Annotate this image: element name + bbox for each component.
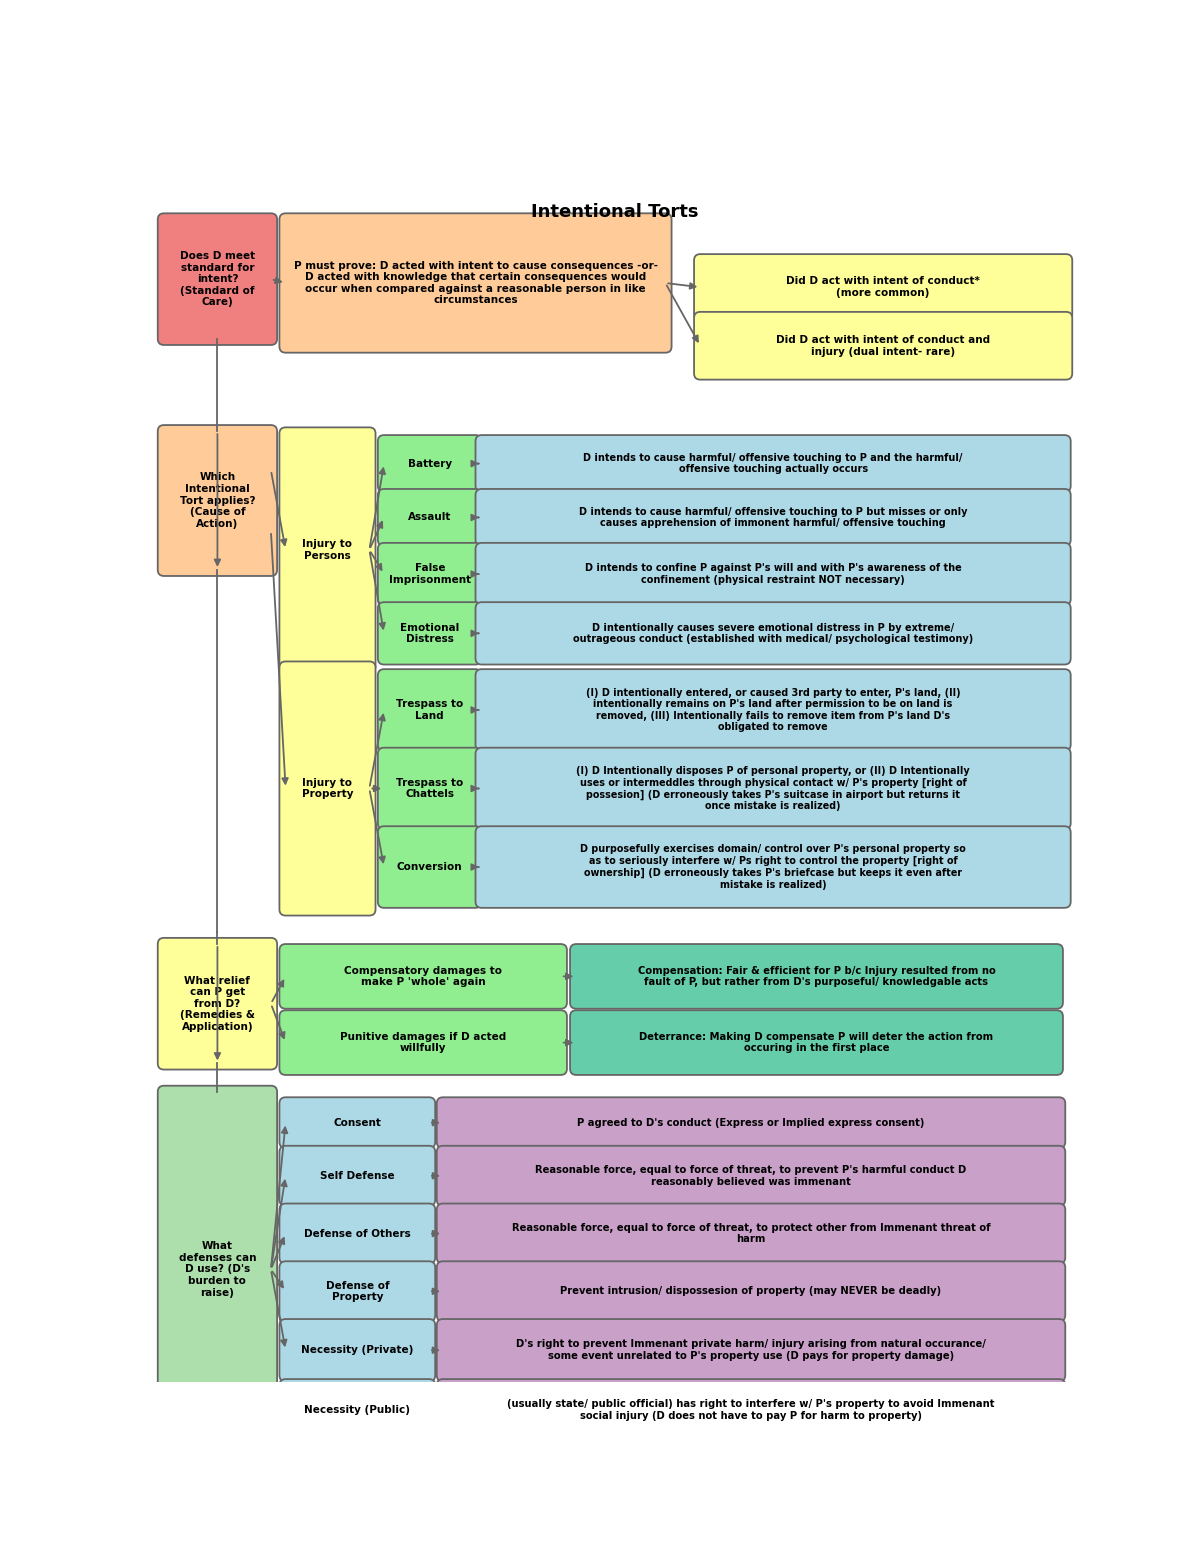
- FancyBboxPatch shape: [378, 747, 481, 829]
- FancyBboxPatch shape: [280, 944, 566, 1009]
- Text: Intentional Torts: Intentional Torts: [532, 203, 698, 221]
- Text: Injury to
Property: Injury to Property: [301, 778, 353, 800]
- FancyBboxPatch shape: [280, 213, 672, 353]
- FancyBboxPatch shape: [437, 1146, 1066, 1205]
- FancyBboxPatch shape: [280, 1146, 436, 1205]
- Text: (I) D Intentionally disposes P of personal property, or (II) D Intentionally
use: (I) D Intentionally disposes P of person…: [576, 766, 970, 811]
- Text: Battery: Battery: [408, 458, 452, 469]
- FancyBboxPatch shape: [694, 312, 1073, 379]
- Text: Trespass to
Chattels: Trespass to Chattels: [396, 778, 463, 800]
- Text: D intends to cause harmful/ offensive touching to P and the harmful/
offensive t: D intends to cause harmful/ offensive to…: [583, 453, 962, 474]
- FancyBboxPatch shape: [437, 1261, 1066, 1322]
- FancyBboxPatch shape: [437, 1098, 1066, 1148]
- Text: What relief
can P get
from D?
(Remedies &
Application): What relief can P get from D? (Remedies …: [180, 975, 254, 1031]
- FancyBboxPatch shape: [157, 938, 277, 1070]
- FancyBboxPatch shape: [378, 544, 481, 606]
- FancyBboxPatch shape: [475, 544, 1070, 606]
- FancyBboxPatch shape: [378, 669, 481, 750]
- Text: Trespass to
Land: Trespass to Land: [396, 699, 463, 721]
- FancyBboxPatch shape: [475, 669, 1070, 750]
- Text: Did D act with intent of conduct and
injury (dual intent- rare): Did D act with intent of conduct and inj…: [776, 335, 990, 357]
- Text: D intends to confine P against P's will and with P's awareness of the
confinemen: D intends to confine P against P's will …: [584, 564, 961, 585]
- FancyBboxPatch shape: [475, 603, 1070, 665]
- FancyBboxPatch shape: [157, 426, 277, 576]
- FancyBboxPatch shape: [694, 255, 1073, 320]
- FancyBboxPatch shape: [475, 747, 1070, 829]
- FancyBboxPatch shape: [280, 1011, 566, 1075]
- FancyBboxPatch shape: [437, 1204, 1066, 1264]
- Text: Defense of
Property: Defense of Property: [325, 1281, 389, 1301]
- Text: D intentionally causes severe emotional distress in P by extreme/
outrageous con: D intentionally causes severe emotional …: [572, 623, 973, 644]
- FancyBboxPatch shape: [280, 1261, 436, 1322]
- Text: Prevent intrusion/ dispossesion of property (may NEVER be deadly): Prevent intrusion/ dispossesion of prope…: [560, 1286, 942, 1297]
- Text: D intends to cause harmful/ offensive touching to P but misses or only
causes ap: D intends to cause harmful/ offensive to…: [578, 506, 967, 528]
- Text: What
defenses can
D use? (D's
burden to
raise): What defenses can D use? (D's burden to …: [179, 1241, 256, 1298]
- Text: Compensatory damages to
make P 'whole' again: Compensatory damages to make P 'whole' a…: [344, 966, 502, 988]
- Text: Reasonable force, equal to force of threat, to prevent P's harmful conduct D
rea: Reasonable force, equal to force of thre…: [535, 1165, 967, 1186]
- Text: (usually state/ public official) has right to interfere w/ P's property to avoid: (usually state/ public official) has rig…: [508, 1399, 995, 1421]
- Text: Compensation: Fair & efficient for P b/c Injury resulted from no
fault of P, but: Compensation: Fair & efficient for P b/c…: [637, 966, 995, 988]
- Text: False
Imprisonment: False Imprisonment: [389, 564, 470, 585]
- FancyBboxPatch shape: [157, 1086, 277, 1454]
- Text: Emotional
Distress: Emotional Distress: [400, 623, 460, 644]
- FancyBboxPatch shape: [378, 435, 481, 492]
- FancyBboxPatch shape: [475, 826, 1070, 909]
- Text: Self Defense: Self Defense: [320, 1171, 395, 1180]
- Text: D purposefully exercises domain/ control over P's personal property so
as to ser: D purposefully exercises domain/ control…: [581, 845, 966, 890]
- Text: Injury to
Persons: Injury to Persons: [302, 539, 353, 561]
- FancyBboxPatch shape: [378, 603, 481, 665]
- FancyBboxPatch shape: [280, 1318, 436, 1382]
- FancyBboxPatch shape: [475, 435, 1070, 492]
- Text: Defense of Others: Defense of Others: [304, 1228, 410, 1239]
- FancyBboxPatch shape: [280, 427, 376, 672]
- Text: Assault: Assault: [408, 512, 451, 522]
- Text: Did D act with intent of conduct*
(more common): Did D act with intent of conduct* (more …: [786, 276, 980, 298]
- FancyBboxPatch shape: [280, 1379, 436, 1441]
- FancyBboxPatch shape: [280, 662, 376, 916]
- Text: D's right to prevent Immenant private harm/ injury arising from natural occuranc: D's right to prevent Immenant private ha…: [516, 1339, 986, 1360]
- Text: Necessity (Private): Necessity (Private): [301, 1345, 414, 1356]
- Text: Punitive damages if D acted
willfully: Punitive damages if D acted willfully: [340, 1031, 506, 1053]
- Text: Deterrance: Making D compensate P will deter the action from
occuring in the fir: Deterrance: Making D compensate P will d…: [640, 1031, 994, 1053]
- FancyBboxPatch shape: [378, 826, 481, 909]
- Text: (I) D intentionally entered, or caused 3rd party to enter, P's land, (II)
intent: (I) D intentionally entered, or caused 3…: [586, 688, 960, 733]
- Text: Conversion: Conversion: [397, 862, 462, 873]
- Text: Necessity (Public): Necessity (Public): [305, 1405, 410, 1415]
- Text: Consent: Consent: [334, 1118, 382, 1127]
- Text: Which
Intentional
Tort applies?
(Cause of
Action): Which Intentional Tort applies? (Cause o…: [180, 472, 256, 528]
- FancyBboxPatch shape: [280, 1098, 436, 1148]
- FancyBboxPatch shape: [280, 1204, 436, 1264]
- Text: P agreed to D's conduct (Express or Implied express consent): P agreed to D's conduct (Express or Impl…: [577, 1118, 925, 1127]
- Text: Does D meet
standard for
intent?
(Standard of
Care): Does D meet standard for intent? (Standa…: [180, 252, 254, 307]
- FancyBboxPatch shape: [157, 213, 277, 345]
- FancyBboxPatch shape: [437, 1379, 1066, 1441]
- Text: P must prove: D acted with intent to cause consequences -or-
D acted with knowle: P must prove: D acted with intent to cau…: [294, 261, 658, 306]
- FancyBboxPatch shape: [475, 489, 1070, 547]
- FancyBboxPatch shape: [570, 944, 1063, 1009]
- FancyBboxPatch shape: [437, 1318, 1066, 1382]
- Text: Reasonable force, equal to force of threat, to protect other from Immenant threa: Reasonable force, equal to force of thre…: [511, 1222, 990, 1244]
- FancyBboxPatch shape: [378, 489, 481, 547]
- FancyBboxPatch shape: [570, 1011, 1063, 1075]
